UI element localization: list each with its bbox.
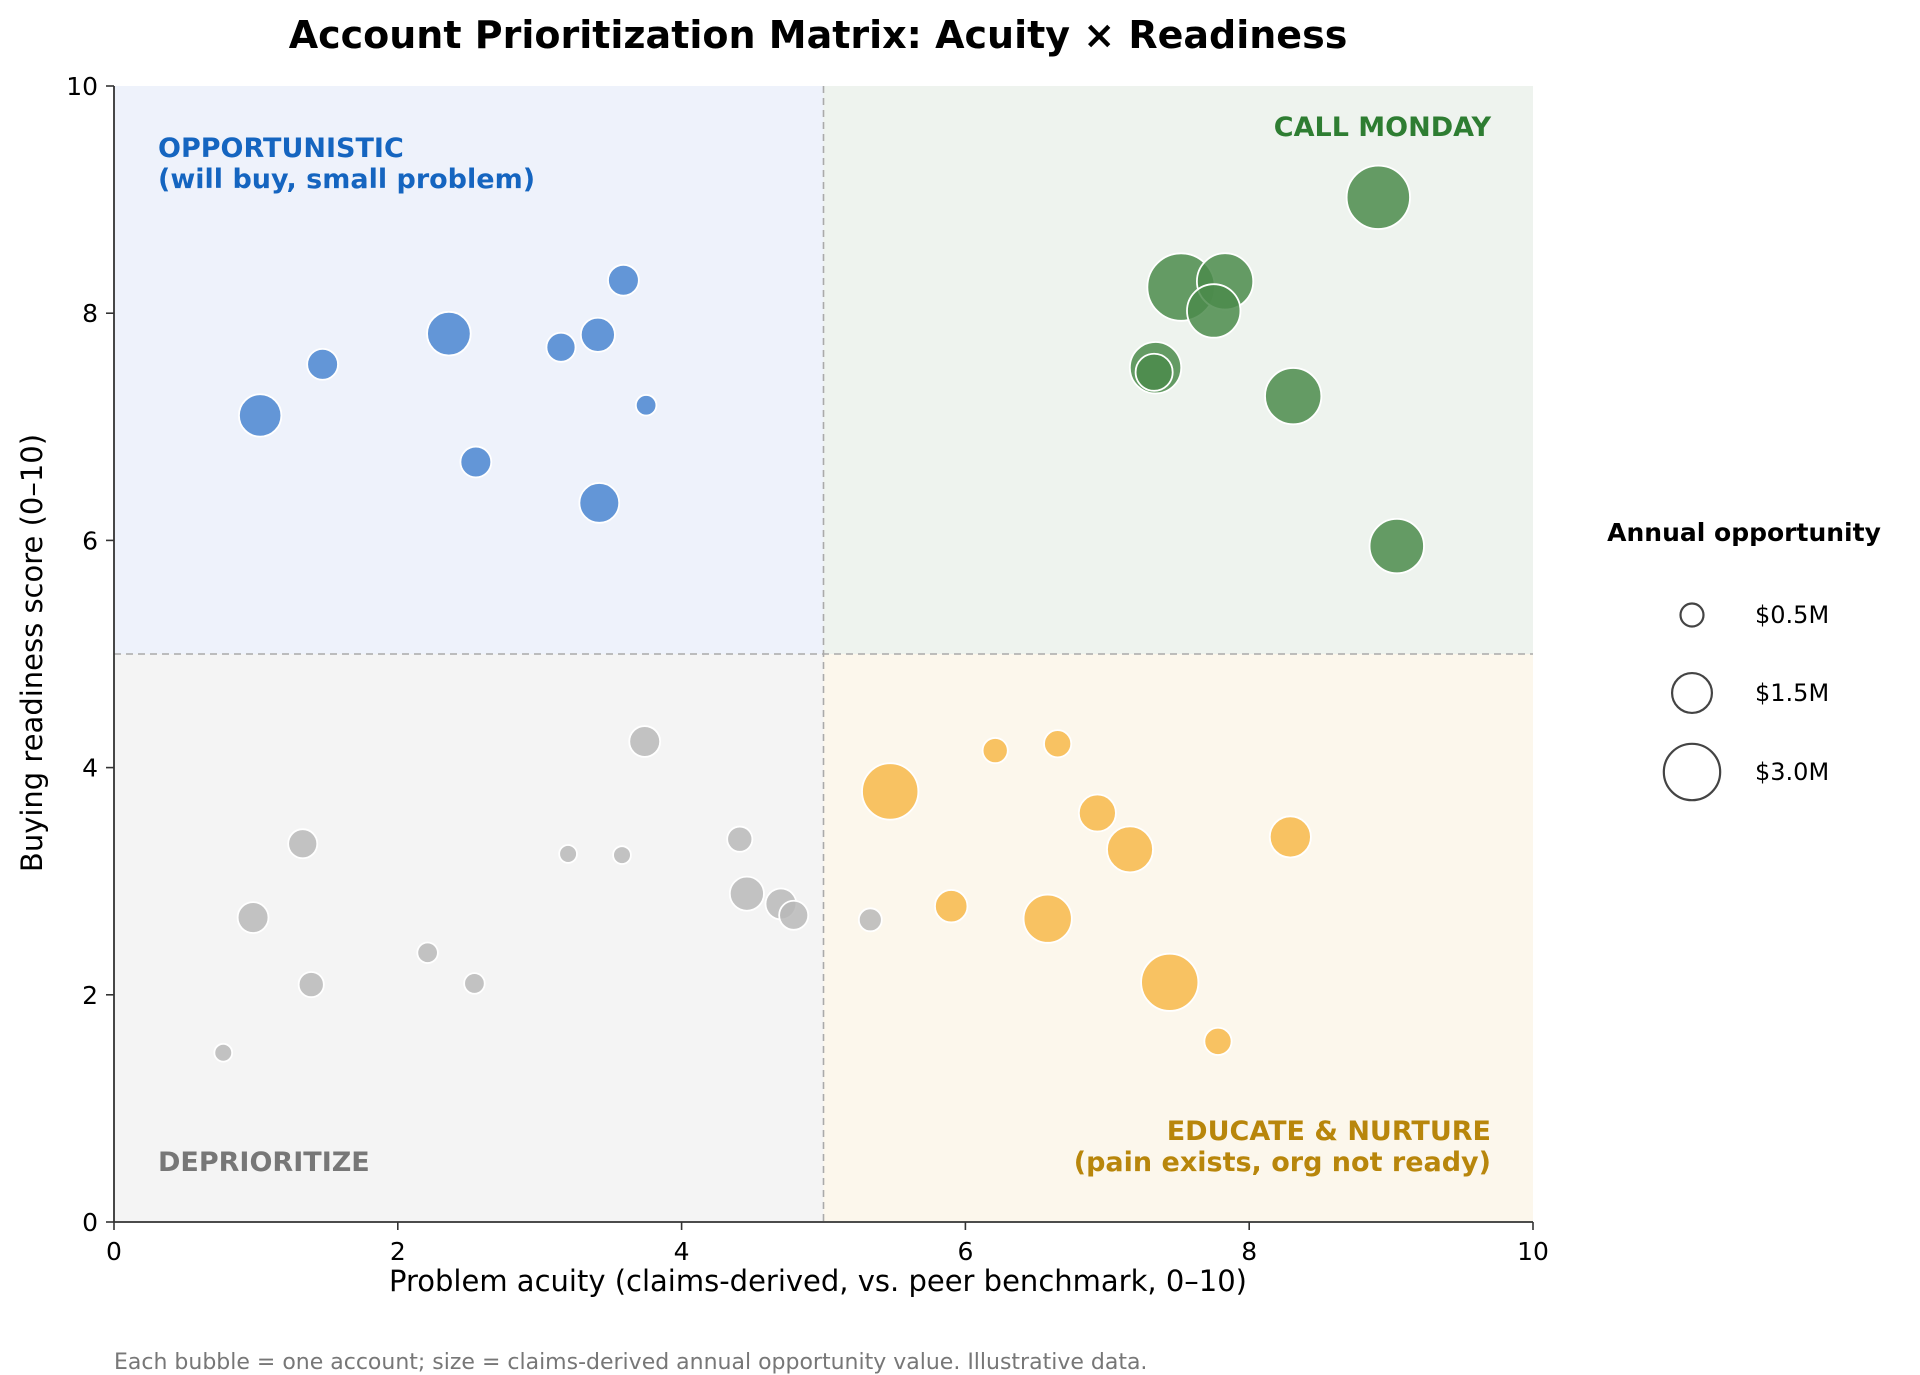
y-tick-label: 4 bbox=[82, 754, 98, 783]
bubble-educate bbox=[1043, 729, 1073, 759]
bubble-opportunistic bbox=[607, 263, 640, 297]
bubble-opportunistic bbox=[238, 393, 283, 438]
bubble-deprioritize bbox=[416, 941, 439, 964]
bubble-educate bbox=[861, 762, 920, 821]
bubble-deprioritize bbox=[778, 899, 810, 931]
bubble-deprioritize bbox=[726, 825, 754, 853]
bubble-deprioritize bbox=[213, 1042, 234, 1063]
bubble-deprioritize bbox=[297, 971, 325, 999]
bubble-opportunistic bbox=[578, 482, 621, 524]
quadrant-bg-educate bbox=[823, 654, 1533, 1222]
legend-marker bbox=[1670, 671, 1714, 715]
bubble-call-monday bbox=[1186, 283, 1242, 339]
quadrant-label-deprioritize-line: DEPRIORITIZE bbox=[158, 1147, 370, 1178]
series-educate bbox=[861, 729, 1312, 1056]
y-tick-label: 10 bbox=[66, 72, 98, 101]
bubble-deprioritize bbox=[728, 875, 765, 912]
legend-label: $1.5M bbox=[1755, 679, 1829, 707]
bubble-opportunistic bbox=[459, 445, 493, 479]
bubble-educate bbox=[1022, 893, 1073, 944]
quadrant-label-educate-line: EDUCATE & NURTURE bbox=[1167, 1116, 1491, 1147]
bubbles-layer bbox=[213, 164, 1425, 1063]
bubble-call-monday bbox=[1134, 352, 1174, 392]
x-tick-label: 10 bbox=[1517, 1237, 1549, 1266]
x-tick-label: 8 bbox=[1241, 1237, 1257, 1266]
bubble-opportunistic bbox=[306, 347, 339, 381]
chart-title: Account Prioritization Matrix: Acuity × … bbox=[289, 13, 1348, 57]
quadrant-labels: OPPORTUNISTIC(will buy, small problem) CA… bbox=[158, 112, 1491, 1178]
bubble-educate bbox=[1203, 1026, 1233, 1056]
bubble-educate bbox=[1140, 952, 1200, 1012]
bubble-opportunistic bbox=[634, 394, 658, 417]
bubble-educate bbox=[1268, 815, 1312, 859]
legend-label: $3.0M bbox=[1755, 758, 1829, 786]
quadrant-label-educate-line: (pain exists, org not ready) bbox=[1074, 1147, 1491, 1178]
bubble-opportunistic bbox=[545, 331, 577, 363]
y-tick-label: 8 bbox=[82, 299, 98, 328]
footnote: Each bubble = one account; size = claims… bbox=[114, 1350, 1147, 1375]
quadrant-label-call-monday-line: CALL MONDAY bbox=[1274, 112, 1492, 143]
bubble-opportunistic bbox=[426, 310, 472, 357]
legend-marker bbox=[1662, 742, 1722, 802]
bubble-deprioritize bbox=[612, 845, 632, 865]
x-axis-label: Problem acuity (claims-derived, vs. peer… bbox=[389, 1264, 1247, 1298]
legend-label: $0.5M bbox=[1755, 601, 1829, 629]
series-call-monday bbox=[1128, 164, 1425, 575]
bubble-deprioritize bbox=[857, 907, 883, 933]
bubble-deprioritize bbox=[287, 828, 319, 860]
bubble-deprioritize bbox=[463, 972, 486, 995]
bubble-deprioritize bbox=[628, 725, 662, 758]
series-deprioritize bbox=[213, 725, 883, 1063]
bubble-educate bbox=[1077, 793, 1117, 833]
quadrant-label-opportunistic-line: OPPORTUNISTIC bbox=[158, 133, 404, 164]
x-tick-label: 6 bbox=[957, 1237, 973, 1266]
bubble-call-monday bbox=[1368, 517, 1425, 575]
y-tick-label: 0 bbox=[82, 1208, 98, 1237]
bubble-educate bbox=[1106, 825, 1154, 874]
bubble-deprioritize bbox=[236, 901, 270, 934]
series-opportunistic bbox=[238, 263, 658, 524]
size-legend: Annual opportunity $0.5M $1.5M $3.0M bbox=[1607, 518, 1881, 802]
y-tick-label: 6 bbox=[82, 526, 98, 555]
y-axis-label: Buying readiness score (0–10) bbox=[15, 434, 49, 872]
quadrant-bg-deprioritize bbox=[114, 654, 824, 1222]
y-tick-label: 2 bbox=[82, 981, 98, 1010]
x-tick-label: 2 bbox=[390, 1237, 406, 1266]
x-tick-label: 0 bbox=[106, 1237, 122, 1266]
x-tick-label: 4 bbox=[674, 1237, 690, 1266]
bubble-opportunistic bbox=[579, 316, 616, 353]
axes: 0 2 4 6 8 10 0 2 4 6 8 10 bbox=[66, 72, 1549, 1266]
legend-marker bbox=[1679, 602, 1705, 628]
bubble-call-monday bbox=[1345, 164, 1411, 230]
legend-title: Annual opportunity bbox=[1607, 518, 1881, 547]
quadrant-bg-opportunistic bbox=[114, 86, 824, 654]
quadrant-label-opportunistic-line: (will buy, small problem) bbox=[158, 164, 535, 195]
bubble-deprioritize bbox=[558, 844, 578, 864]
bubble-call-monday bbox=[1264, 367, 1323, 426]
bubble-educate bbox=[934, 889, 969, 924]
threshold-lines bbox=[114, 86, 1533, 1222]
bubble-educate bbox=[981, 737, 1009, 765]
